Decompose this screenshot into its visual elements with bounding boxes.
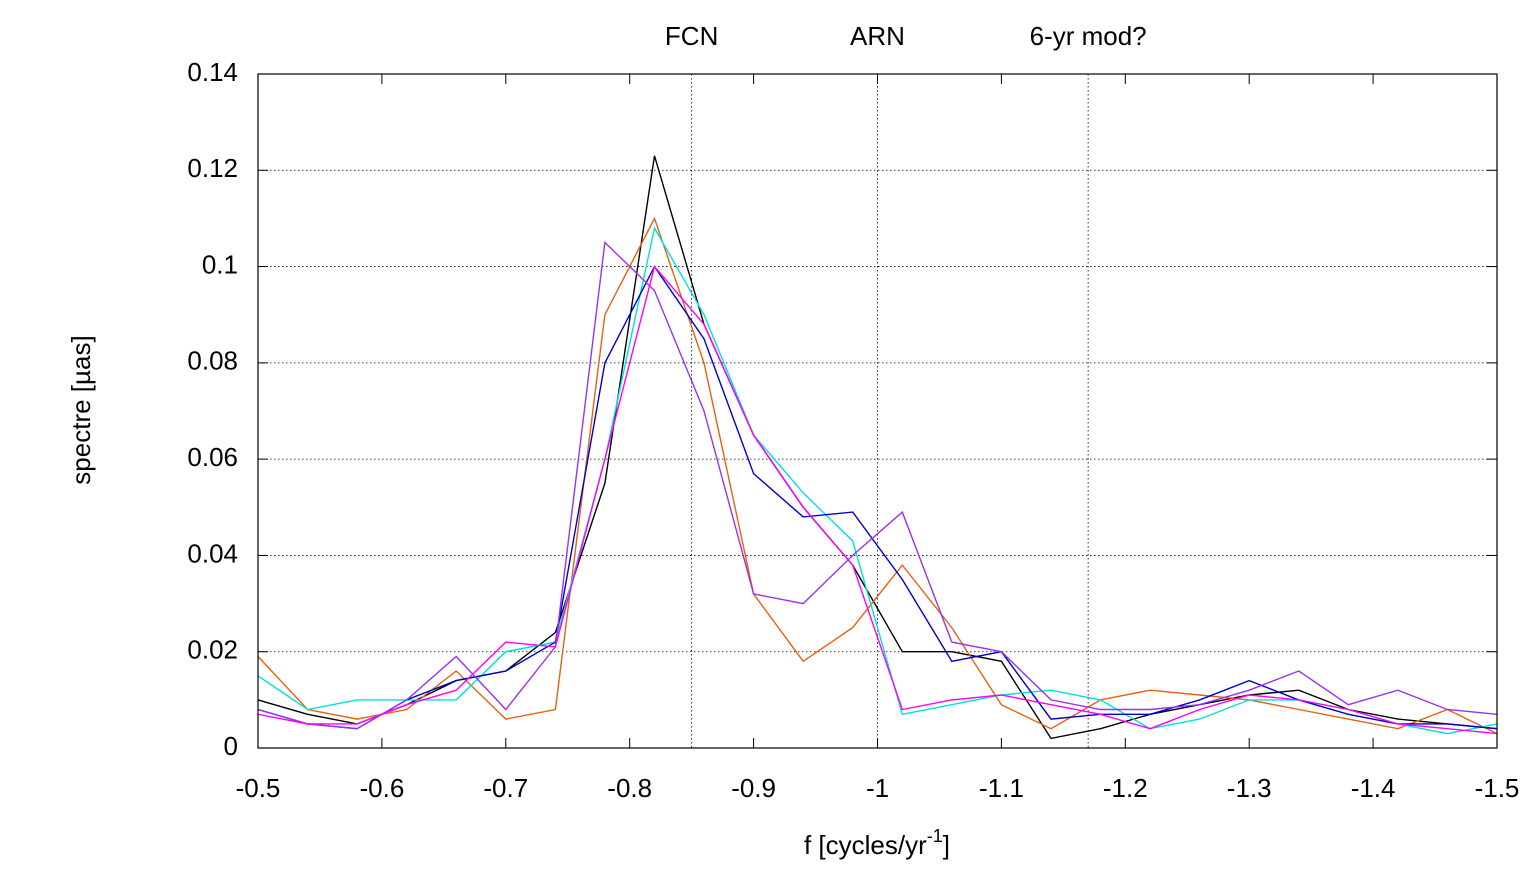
y-tick-label: 0.1 <box>202 249 238 279</box>
y-tick-label: 0.06 <box>187 442 238 472</box>
x-tick-label: -1.4 <box>1351 773 1396 803</box>
x-tick-label: -0.6 <box>359 773 404 803</box>
y-tick-label: 0.04 <box>187 538 238 568</box>
x-axis-label-end: ] <box>943 830 950 860</box>
y-tick-label: 0.02 <box>187 635 238 665</box>
plot-border <box>257 73 1498 749</box>
x-tick-label: -0.9 <box>731 773 776 803</box>
x-tick-label: -0.7 <box>483 773 528 803</box>
y-axis-label: spectre [µas] <box>66 335 96 484</box>
x-tick-label: -1.3 <box>1227 773 1272 803</box>
series-line <box>257 241 1498 730</box>
x-tick-label: -0.5 <box>236 773 281 803</box>
annotation-label: FCN <box>665 21 718 51</box>
series-line <box>257 265 1498 730</box>
series-line <box>257 265 1498 735</box>
x-tick-label: -1.5 <box>1475 773 1520 803</box>
y-tick-label: 0.12 <box>187 153 238 183</box>
x-axis-label-text: f [cycles/yr <box>804 830 927 860</box>
x-axis-label-sup: -1 <box>927 826 943 846</box>
x-tick-label: -0.8 <box>607 773 652 803</box>
y-tick-label: 0.08 <box>187 346 238 376</box>
annotation-label: ARN <box>850 21 905 51</box>
y-tick-label: 0 <box>224 731 238 761</box>
x-tick-label: -1.1 <box>979 773 1024 803</box>
y-tick-label: 0.14 <box>187 57 238 87</box>
series-line <box>257 216 1498 735</box>
x-tick-label: -1.2 <box>1103 773 1148 803</box>
x-axis-label: f [cycles/yr-1] <box>804 826 950 860</box>
annotation-label: 6-yr mod? <box>1030 21 1147 51</box>
x-tick-label: -1 <box>866 773 889 803</box>
series-line <box>257 226 1498 735</box>
